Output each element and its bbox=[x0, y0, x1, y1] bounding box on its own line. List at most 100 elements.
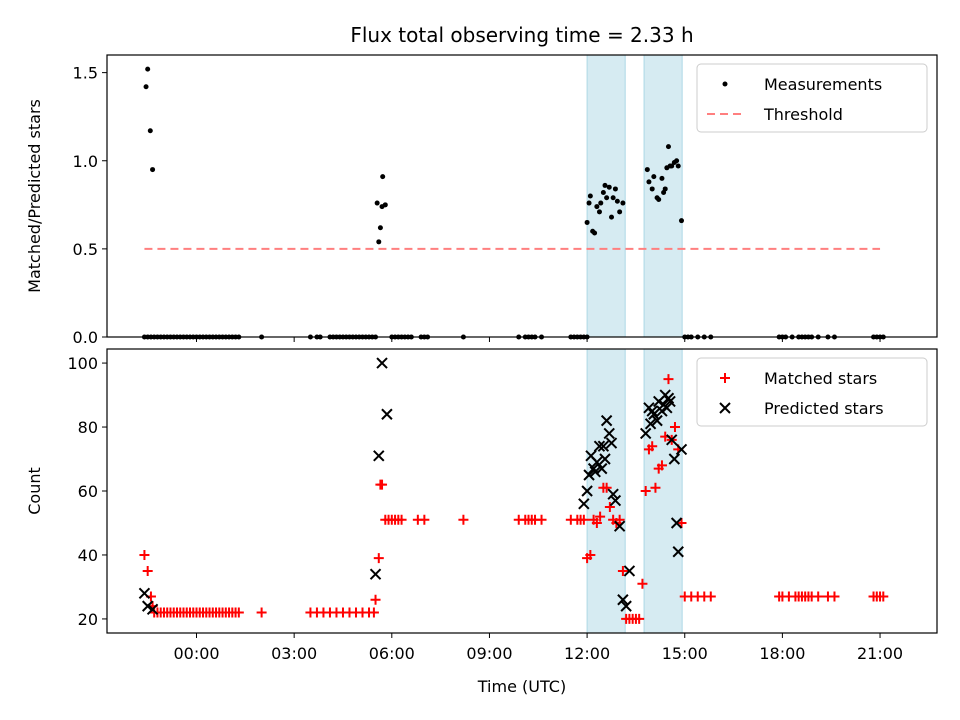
measurement-point bbox=[150, 167, 156, 173]
predicted-star-point bbox=[599, 453, 611, 465]
measurement-point bbox=[675, 163, 681, 169]
measurement-point bbox=[382, 202, 388, 208]
matched-star-point bbox=[705, 591, 716, 602]
measurement-point bbox=[674, 158, 680, 164]
x-tick-label: 06:00 bbox=[369, 644, 415, 663]
bottom-legend-label: Predicted stars bbox=[764, 399, 884, 418]
matched-star-point bbox=[614, 514, 625, 525]
matched-star-point bbox=[601, 482, 612, 493]
bottom-y-tick-label: 60 bbox=[78, 482, 98, 501]
predicted-star-point bbox=[672, 546, 684, 558]
predicted-star-point bbox=[666, 434, 678, 446]
legend-predicted-marker bbox=[719, 402, 731, 414]
predicted-star-point bbox=[639, 427, 652, 440]
top-y-tick-label: 0.5 bbox=[73, 240, 98, 259]
matched-star-point bbox=[139, 549, 150, 560]
matched-star-point bbox=[142, 565, 153, 576]
measurement-point bbox=[598, 200, 604, 206]
matched-star-point bbox=[617, 565, 628, 576]
measurement-point bbox=[651, 174, 657, 180]
measurement-point bbox=[617, 209, 623, 215]
bottom-y-tick-label: 40 bbox=[78, 546, 98, 565]
x-tick-label: 15:00 bbox=[662, 644, 708, 663]
matched-star-point bbox=[536, 514, 547, 525]
measurement-point bbox=[587, 193, 593, 199]
predicted-star-point bbox=[620, 600, 632, 612]
predicted-star-point bbox=[369, 568, 382, 580]
predicted-star-point bbox=[146, 603, 159, 616]
measurement-point bbox=[143, 84, 149, 90]
measurement-point bbox=[584, 219, 590, 225]
matched-star-point bbox=[878, 591, 889, 602]
predicted-star-point bbox=[605, 437, 618, 449]
bottom-y-tick-label: 80 bbox=[78, 418, 98, 437]
matched-star-point bbox=[829, 591, 840, 602]
matched-star-point bbox=[650, 482, 661, 493]
measurement-point bbox=[614, 198, 620, 204]
measurement-point bbox=[600, 189, 606, 195]
matched-star-point bbox=[578, 514, 589, 525]
measurement-point bbox=[374, 200, 380, 206]
matched-star-point bbox=[656, 460, 667, 471]
x-tick-label: 03:00 bbox=[271, 644, 317, 663]
predicted-star-point bbox=[381, 408, 393, 420]
measurement-point bbox=[649, 186, 655, 192]
predicted-star-point bbox=[593, 440, 606, 452]
top-axes-frame bbox=[106, 54, 938, 338]
predicted-star-point bbox=[583, 469, 595, 481]
bottom-panel: 20 40 60 80 100 00:00 03:00 06:00 09:00 12:00 15:0… bbox=[25, 348, 938, 696]
matched-star-point bbox=[585, 549, 596, 560]
predicted-star-point bbox=[646, 405, 658, 417]
matched-star-point bbox=[396, 514, 407, 525]
top-shaded-interval-1 bbox=[643, 54, 683, 338]
predicted-star-point bbox=[589, 466, 601, 478]
x-tick-label: 21:00 bbox=[857, 644, 903, 663]
measurement-point bbox=[644, 167, 650, 173]
matched-star-point bbox=[640, 486, 651, 496]
chart-title: Flux total observing time = 2.33 h bbox=[350, 23, 693, 47]
predicted-star-point bbox=[607, 488, 619, 500]
x-tick-label: 18:00 bbox=[759, 644, 805, 663]
predicted-star-point bbox=[581, 485, 593, 497]
matched-star-point bbox=[458, 514, 469, 525]
top-legend-box bbox=[696, 63, 928, 133]
predicted-star-point bbox=[668, 453, 681, 465]
bottom-legend-label: Matched stars bbox=[764, 369, 877, 388]
measurement-point bbox=[662, 186, 668, 192]
top-y-tick-label: 0.0 bbox=[73, 328, 98, 347]
x-tick-label: 12:00 bbox=[564, 644, 610, 663]
matched-star-point bbox=[669, 422, 680, 433]
measurement-point bbox=[604, 195, 610, 201]
predicted-star-point bbox=[591, 456, 603, 468]
matched-star-point bbox=[419, 514, 430, 525]
predicted-star-point bbox=[578, 498, 590, 510]
bottom-legend-box bbox=[696, 357, 928, 427]
measurement-point bbox=[620, 200, 626, 206]
matched-star-point bbox=[377, 479, 388, 490]
matched-star-point bbox=[591, 517, 602, 528]
predicted-star-point bbox=[141, 600, 154, 612]
measurement-point bbox=[606, 184, 612, 190]
predicted-star-point bbox=[651, 414, 663, 427]
matched-star-point bbox=[604, 501, 615, 512]
predicted-star-point bbox=[597, 440, 610, 452]
measurement-point bbox=[592, 230, 598, 236]
predicted-star-point bbox=[603, 427, 615, 440]
predicted-star-point bbox=[662, 392, 675, 404]
matched-star-point bbox=[595, 511, 606, 522]
predicted-star-point bbox=[664, 395, 676, 408]
predicted-star-point bbox=[596, 462, 608, 475]
measurement-point bbox=[377, 225, 383, 231]
predicted-star-point bbox=[613, 520, 626, 532]
predicted-star-point bbox=[675, 443, 688, 456]
measurement-point bbox=[656, 197, 662, 203]
bottom-legend: Matched stars Predicted stars bbox=[696, 357, 928, 427]
predicted-star-point bbox=[376, 357, 388, 369]
top-legend-label: Threshold bbox=[763, 105, 843, 124]
measurement-point bbox=[669, 163, 675, 169]
predicted-star-point bbox=[587, 462, 600, 475]
measurement-point bbox=[678, 218, 684, 224]
predicted-star-point bbox=[661, 402, 673, 414]
measurement-point bbox=[586, 200, 592, 206]
